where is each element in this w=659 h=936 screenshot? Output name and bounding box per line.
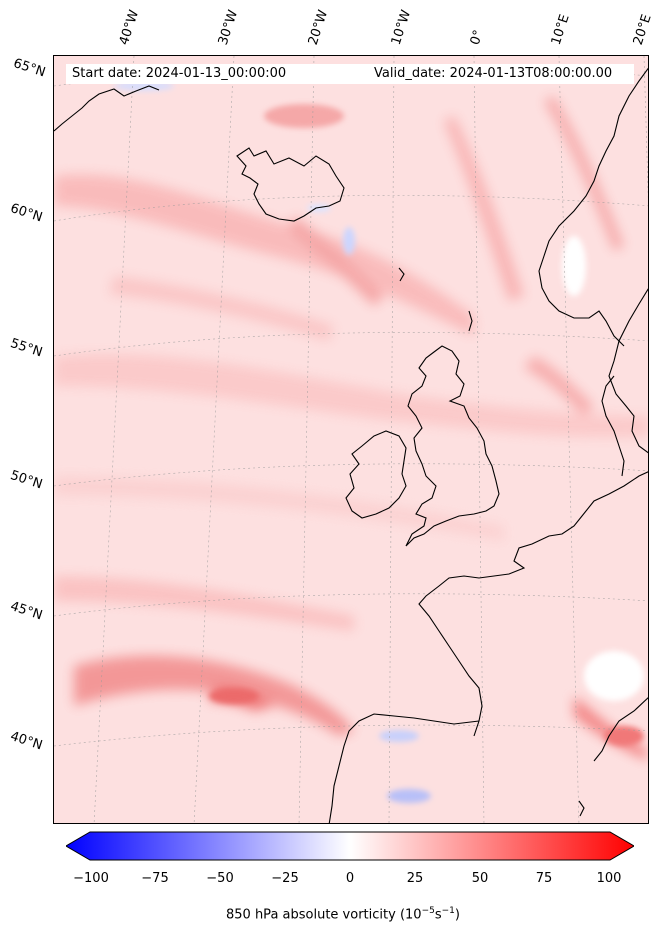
coastline-sweden bbox=[608, 288, 648, 454]
lon-label-20e: 20°E bbox=[630, 12, 655, 48]
lat-label-50n: 50°N bbox=[8, 468, 45, 493]
lon-label-10e: 10°E bbox=[548, 12, 573, 48]
coastline-denmark bbox=[601, 375, 625, 477]
lon-label-30w: 30°W bbox=[215, 8, 242, 47]
coastline-ireland bbox=[345, 430, 407, 519]
coastline-corsica bbox=[578, 800, 585, 817]
coastline-great-britain bbox=[405, 345, 500, 547]
start-date-label: Start date: 2024-01-13_00:00:00 bbox=[72, 66, 287, 81]
valid-date-label: Valid_date: 2024-01-13T08:00:00.00 bbox=[374, 66, 613, 81]
colorbar-tick: 0 bbox=[345, 871, 355, 886]
colorbar-tick: 100 bbox=[596, 871, 622, 886]
colorbar-tick: −25 bbox=[271, 871, 299, 886]
colorbar-tick: 50 bbox=[471, 871, 489, 886]
coastline-mediterranean bbox=[593, 697, 648, 762]
lat-label-55n: 55°N bbox=[8, 336, 45, 361]
lon-label-10w: 10°W bbox=[388, 8, 415, 47]
coastline-shetland bbox=[468, 310, 473, 332]
coastline-norway bbox=[538, 67, 648, 347]
vorticity-field bbox=[54, 56, 648, 823]
date-header-band bbox=[66, 64, 634, 84]
vorticity-map bbox=[53, 55, 649, 824]
colorbar-tick: −75 bbox=[141, 871, 169, 886]
coastline-greenland bbox=[54, 85, 160, 132]
coastline-iceland bbox=[236, 147, 345, 222]
lat-label-40n: 40°N bbox=[8, 729, 45, 754]
colorbar-label: 850 hPa absolute vorticity (10−5s−1) bbox=[226, 906, 460, 923]
lat-label-60n: 60°N bbox=[8, 201, 45, 226]
coastlines bbox=[54, 67, 648, 823]
lon-label-0: 0° bbox=[467, 28, 487, 47]
lon-label-40w: 40°W bbox=[116, 8, 143, 47]
coastline-iberia bbox=[328, 713, 480, 823]
colorbar bbox=[65, 831, 635, 861]
lat-label-65n: 65°N bbox=[11, 56, 48, 81]
coastline-faroe bbox=[398, 267, 405, 282]
lat-label-45n: 45°N bbox=[8, 599, 45, 624]
colorbar-tick: −100 bbox=[73, 871, 109, 886]
colorbar-tick: 75 bbox=[535, 871, 553, 886]
lon-label-20w: 20°W bbox=[305, 8, 332, 47]
colorbar-tick: 25 bbox=[406, 871, 424, 886]
colorbar-tick: −50 bbox=[206, 871, 234, 886]
map-canvas bbox=[54, 56, 648, 823]
colorbar-graphic bbox=[65, 831, 635, 861]
coastline-france bbox=[418, 471, 648, 737]
